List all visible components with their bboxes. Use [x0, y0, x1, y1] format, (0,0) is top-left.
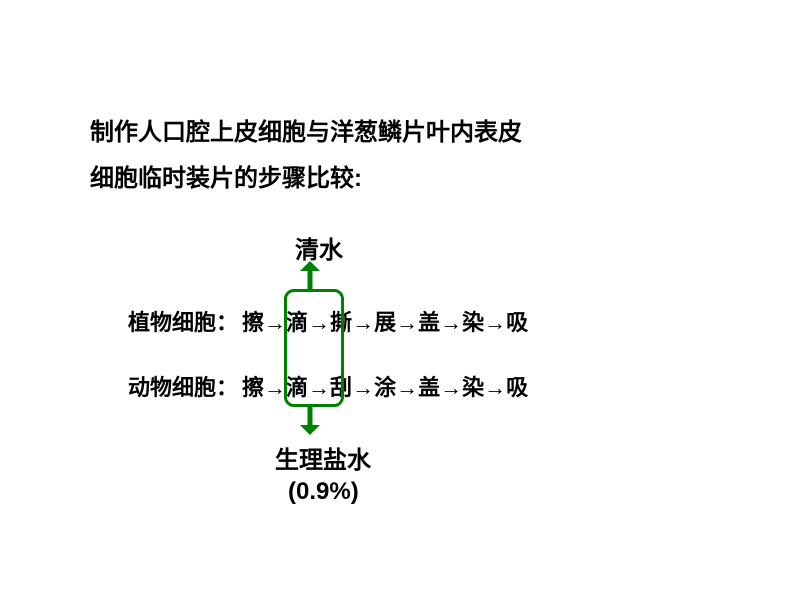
arrow-down-icon [300, 407, 320, 435]
step-char: 盖 [418, 370, 440, 402]
step-char: 擦 [242, 370, 264, 402]
arrow-right-icon: → [396, 375, 418, 401]
row-label: 植物细胞： [128, 310, 238, 335]
step-char: 盖 [418, 305, 440, 337]
step-char: 染 [462, 305, 484, 337]
step-char: 涂 [374, 370, 396, 402]
highlight-box [284, 289, 344, 407]
step-char: 展 [374, 305, 396, 337]
bottom-label: 生理盐水 [275, 440, 371, 475]
step-char: 擦 [242, 305, 264, 337]
arrow-right-icon: → [440, 375, 462, 401]
arrow-right-icon: → [440, 310, 462, 336]
arrow-right-icon: → [484, 310, 506, 336]
step-char: 染 [462, 370, 484, 402]
title-line-1: 制作人口腔上皮细胞与洋葱鳞片叶内表皮 [90, 110, 522, 156]
title-line-2: 细胞临时装片的步骤比较: [90, 156, 522, 202]
bottom-label-percent: (0.9%) [288, 478, 359, 506]
arrow-right-icon: → [264, 375, 286, 401]
arrow-right-icon: → [264, 310, 286, 336]
arrow-right-icon: → [484, 375, 506, 401]
top-label: 清水 [295, 230, 343, 265]
step-char: 吸 [506, 305, 528, 337]
arrow-right-icon: → [396, 310, 418, 336]
step-char: 吸 [506, 370, 528, 402]
arrow-right-icon: → [352, 310, 374, 336]
title-block: 制作人口腔上皮细胞与洋葱鳞片叶内表皮 细胞临时装片的步骤比较: [90, 110, 522, 201]
arrow-right-icon: → [352, 375, 374, 401]
row-label: 动物细胞： [128, 375, 238, 400]
arrow-up-icon [300, 261, 320, 289]
